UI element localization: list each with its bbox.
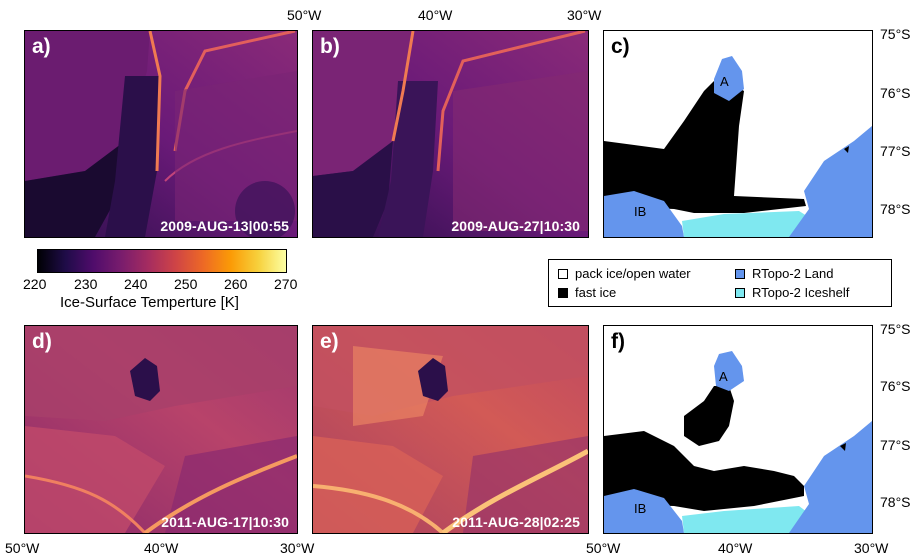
panel-d-label: d) [32,330,52,353]
lon-bottom-label-40w-1: 40°W [144,540,179,556]
panel-b: b) 2009-AUG-27|10:30 [312,30,589,238]
panel-f-ib-label: IB [634,501,647,516]
panel-c-ib-label: IB [634,204,647,219]
panel-f: f) A IB [603,325,873,534]
lat-label-77s-top: 77°S [880,143,911,159]
thermal-map-e [313,326,588,533]
lon-top-label-30w: 30°W [567,7,602,23]
thermal-map-d [25,326,297,533]
lat-label-75s-bottom: 75°S [880,321,911,337]
panel-a-label: a) [32,35,51,58]
panel-e-label: e) [320,330,339,353]
legend: pack ice/open water fast ice RTopo-2 Lan… [548,259,892,307]
panel-e-date: 2011-AUG-28|02:25 [452,514,580,530]
lon-bottom-label-40w-2: 40°W [718,540,753,556]
lat-label-76s-bottom: 76°S [880,378,911,394]
cbar-tick-270: 270 [274,276,298,292]
lon-bottom-label-50w-2: 50°W [586,540,621,556]
lat-label-76s-top: 76°S [880,85,911,101]
lon-top-label-40w: 40°W [418,7,453,23]
panel-a: a) 2009-AUG-13|00:55 [24,30,298,238]
fast-ice-map-f [604,326,872,533]
colorbar [37,249,287,273]
lat-label-78s-top: 78°S [880,201,911,217]
legend-swatch-pack-ice [558,269,568,279]
legend-label-pack-ice: pack ice/open water [575,266,691,281]
panel-f-label: f) [611,330,625,353]
legend-label-iceshelf: RTopo-2 Iceshelf [752,285,850,300]
panel-a-date: 2009-AUG-13|00:55 [160,218,289,234]
panel-c-a-label: A [720,74,729,89]
legend-swatch-land [735,269,745,279]
panel-d-date: 2011-AUG-17|10:30 [161,514,289,530]
panel-b-label: b) [320,35,340,58]
panel-c: c) A IB [603,30,873,238]
panel-d: d) 2011-AUG-17|10:30 [24,325,298,534]
lon-top-label-50w: 50°W [287,7,322,23]
lon-bottom-label-50w-1: 50°W [5,540,40,556]
legend-swatch-fast-ice [558,288,568,298]
cbar-tick-220: 220 [23,276,47,292]
cbar-tick-260: 260 [224,276,248,292]
panel-b-date: 2009-AUG-27|10:30 [451,218,580,234]
legend-label-land: RTopo-2 Land [752,266,834,281]
lat-label-78s-bottom: 78°S [880,494,911,510]
panel-f-a-label: A [719,369,728,384]
cbar-tick-250: 250 [174,276,198,292]
cbar-tick-230: 230 [74,276,98,292]
thermal-map-b [313,31,588,237]
panel-c-label: c) [611,35,630,58]
legend-swatch-iceshelf [735,288,745,298]
cbar-tick-240: 240 [124,276,148,292]
colorbar-label: Ice-Surface Temperture [K] [60,294,239,311]
lat-label-75s-top: 75°S [880,26,911,42]
fast-ice-map-c [604,31,872,237]
thermal-map-a [25,31,297,237]
lat-label-77s-bottom: 77°S [880,437,911,453]
legend-label-fast-ice: fast ice [575,285,617,300]
panel-e: e) 2011-AUG-28|02:25 [312,325,589,534]
lon-bottom-label-30w-1: 30°W [280,540,315,556]
lon-bottom-label-30w-2: 30°W [854,540,889,556]
